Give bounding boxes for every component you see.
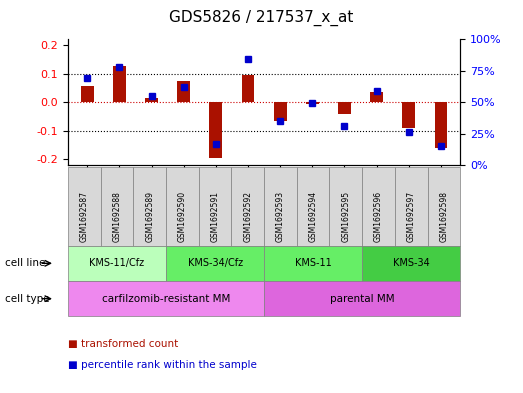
Text: carfilzomib-resistant MM: carfilzomib-resistant MM xyxy=(102,294,230,304)
Bar xyxy=(242,75,255,102)
Text: GSM1692588: GSM1692588 xyxy=(112,192,121,242)
Text: GSM1692590: GSM1692590 xyxy=(178,191,187,242)
Text: GSM1692592: GSM1692592 xyxy=(243,191,252,242)
Bar xyxy=(145,99,158,102)
Text: GSM1692593: GSM1692593 xyxy=(276,191,285,242)
Text: GSM1692597: GSM1692597 xyxy=(407,191,416,242)
Text: GSM1692596: GSM1692596 xyxy=(374,191,383,242)
Bar xyxy=(338,102,351,114)
Text: KMS-34/Cfz: KMS-34/Cfz xyxy=(188,258,243,268)
Text: cell type: cell type xyxy=(5,294,50,304)
Bar xyxy=(274,102,287,121)
Text: GDS5826 / 217537_x_at: GDS5826 / 217537_x_at xyxy=(169,9,354,26)
Bar xyxy=(209,102,222,158)
Bar xyxy=(81,86,94,102)
Text: GSM1692598: GSM1692598 xyxy=(439,191,448,242)
Text: ■ transformed count: ■ transformed count xyxy=(68,339,178,349)
Bar xyxy=(370,92,383,102)
Bar xyxy=(113,66,126,102)
Text: ■ percentile rank within the sample: ■ percentile rank within the sample xyxy=(68,360,257,371)
Bar xyxy=(435,102,447,148)
Text: GSM1692589: GSM1692589 xyxy=(145,191,154,242)
Text: KMS-11: KMS-11 xyxy=(295,258,332,268)
Bar xyxy=(177,81,190,102)
Text: KMS-34: KMS-34 xyxy=(393,258,429,268)
Text: GSM1692595: GSM1692595 xyxy=(342,191,350,242)
Bar xyxy=(402,102,415,128)
Text: GSM1692594: GSM1692594 xyxy=(309,191,317,242)
Text: GSM1692587: GSM1692587 xyxy=(80,191,89,242)
Text: cell line: cell line xyxy=(5,258,46,268)
Text: GSM1692591: GSM1692591 xyxy=(211,191,220,242)
Text: KMS-11/Cfz: KMS-11/Cfz xyxy=(89,258,144,268)
Text: parental MM: parental MM xyxy=(330,294,394,304)
Bar xyxy=(306,102,319,105)
